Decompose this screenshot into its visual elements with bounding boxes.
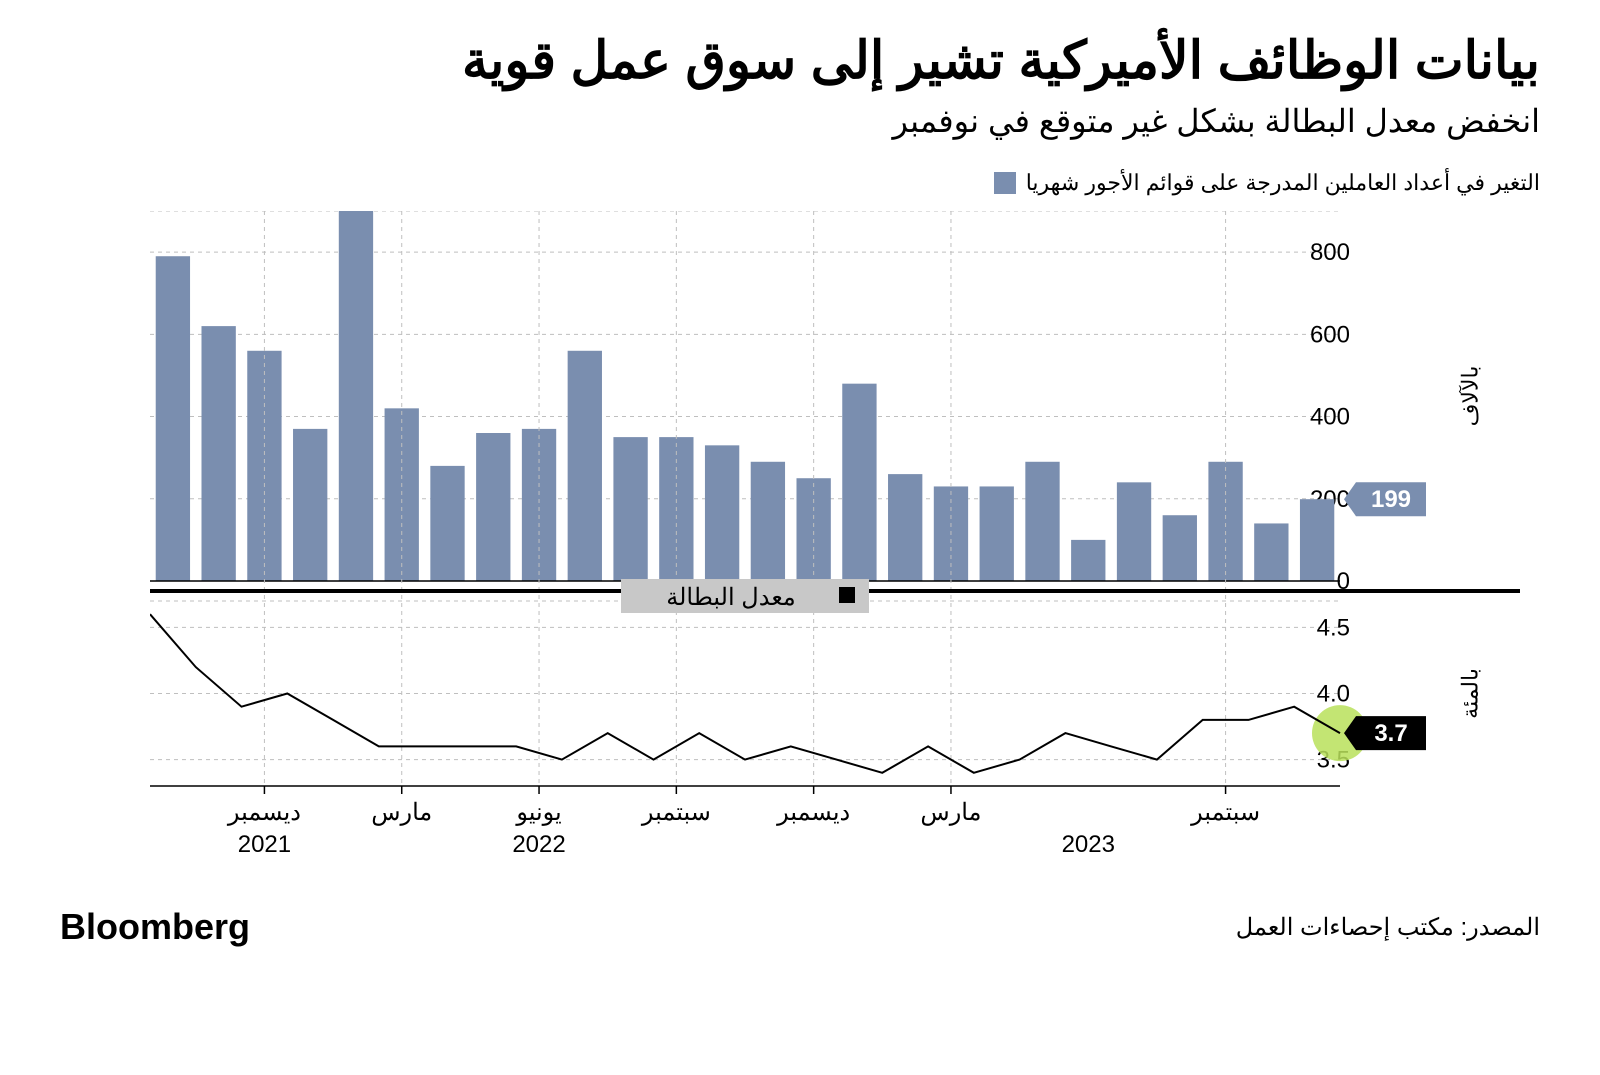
chart-title: بيانات الوظائف الأميركية تشير إلى سوق عم…	[60, 30, 1540, 92]
source-text: المصدر: مكتب إحصاءات العمل	[1236, 913, 1540, 942]
chart-area: 0200400600800199بالآلاف3.54.04.53.7بالمئ…	[60, 211, 1540, 876]
svg-text:ديسمبر: ديسمبر	[776, 799, 850, 826]
legend-top-label: التغير في أعداد العاملين المدرجة على قوا…	[1026, 170, 1540, 196]
legend-top-swatch	[994, 172, 1016, 194]
svg-text:800: 800	[1310, 240, 1350, 267]
svg-text:199: 199	[1371, 487, 1411, 514]
svg-text:2021: 2021	[238, 831, 291, 858]
svg-text:بالمئة: بالمئة	[1458, 669, 1483, 720]
legend-top: التغير في أعداد العاملين المدرجة على قوا…	[60, 170, 1540, 196]
svg-text:ديسمبر: ديسمبر	[227, 799, 301, 826]
svg-text:سبتمبر: سبتمبر	[641, 799, 711, 826]
svg-text:مارس: مارس	[371, 799, 432, 826]
svg-text:400: 400	[1310, 404, 1350, 431]
svg-text:معدل البطالة: معدل البطالة	[666, 584, 796, 611]
svg-text:3.7: 3.7	[1374, 721, 1407, 748]
chart-subtitle: انخفض معدل البطالة بشكل غير متوقع في نوف…	[60, 102, 1540, 140]
svg-text:بالآلاف: بالآلاف	[1458, 366, 1483, 427]
chart-svg: 0200400600800199بالآلاف3.54.04.53.7بالمئ…	[150, 211, 1540, 876]
svg-text:2023: 2023	[1062, 831, 1115, 858]
brand-logo: Bloomberg	[60, 906, 250, 948]
svg-text:يونيو: يونيو	[515, 799, 561, 826]
svg-text:مارس: مارس	[920, 799, 981, 826]
svg-text:سبتمبر: سبتمبر	[1190, 799, 1260, 826]
svg-text:4.5: 4.5	[1317, 615, 1350, 642]
svg-text:600: 600	[1310, 322, 1350, 349]
svg-text:2022: 2022	[512, 831, 565, 858]
svg-text:4.0: 4.0	[1317, 681, 1350, 708]
